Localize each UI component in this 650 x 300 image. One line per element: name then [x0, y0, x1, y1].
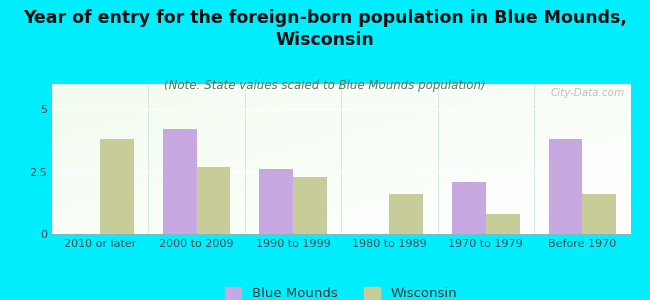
Bar — [452, 182, 486, 234]
Bar — [259, 169, 293, 234]
Bar — [293, 176, 327, 234]
Bar — [163, 129, 196, 234]
Bar — [486, 214, 519, 234]
Bar — [582, 194, 616, 234]
Bar — [100, 139, 134, 234]
Bar — [196, 167, 230, 234]
Text: (Note: State values scaled to Blue Mounds population): (Note: State values scaled to Blue Mound… — [164, 80, 486, 92]
Bar — [549, 139, 582, 234]
Text: Year of entry for the foreign-born population in Blue Mounds,
Wisconsin: Year of entry for the foreign-born popul… — [23, 9, 627, 49]
Legend: Blue Mounds, Wisconsin: Blue Mounds, Wisconsin — [220, 281, 462, 300]
Text: City-Data.com: City-Data.com — [551, 88, 625, 98]
Bar — [389, 194, 423, 234]
